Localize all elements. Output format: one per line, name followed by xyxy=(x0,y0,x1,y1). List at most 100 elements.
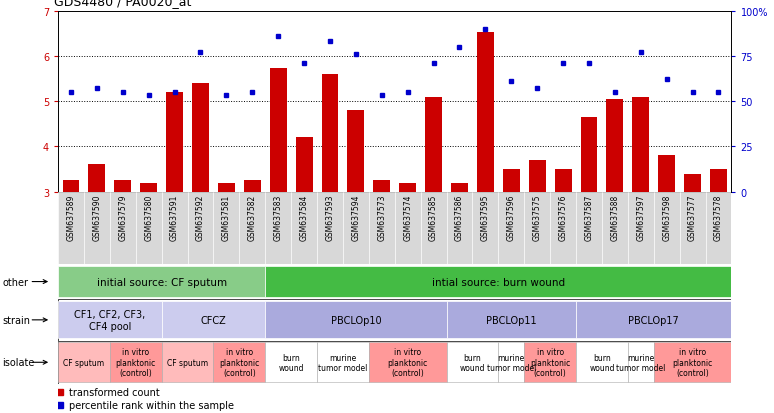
Text: GSM637583: GSM637583 xyxy=(274,194,283,240)
Text: PBCLOp11: PBCLOp11 xyxy=(486,315,536,325)
Bar xyxy=(58,266,265,298)
Text: GSM637593: GSM637593 xyxy=(326,194,334,241)
Text: strain: strain xyxy=(2,315,30,325)
Bar xyxy=(628,342,654,382)
Text: GSM637573: GSM637573 xyxy=(377,194,386,241)
Bar xyxy=(317,192,343,264)
Bar xyxy=(135,192,162,264)
Text: GSM637588: GSM637588 xyxy=(611,194,619,240)
Bar xyxy=(291,192,317,264)
Bar xyxy=(84,192,110,264)
Bar xyxy=(63,181,80,192)
Text: CF1, CF2, CF3,
CF4 pool: CF1, CF2, CF3, CF4 pool xyxy=(74,309,146,331)
Bar xyxy=(654,192,680,264)
Bar xyxy=(343,192,369,264)
Bar xyxy=(265,266,731,298)
Bar xyxy=(447,192,472,264)
Text: GSM637598: GSM637598 xyxy=(663,194,671,240)
Bar xyxy=(451,183,468,192)
Bar xyxy=(239,192,265,264)
Bar xyxy=(214,192,239,264)
Bar xyxy=(447,342,498,382)
Text: GSM637587: GSM637587 xyxy=(584,194,594,240)
Bar xyxy=(140,183,157,192)
Text: GDS4480 / PA0020_at: GDS4480 / PA0020_at xyxy=(54,0,191,8)
Bar xyxy=(214,342,265,382)
Bar xyxy=(265,342,317,382)
Text: in vitro
planktonic
(control): in vitro planktonic (control) xyxy=(219,348,259,377)
Bar xyxy=(317,342,369,382)
Text: GSM637591: GSM637591 xyxy=(170,194,179,240)
Text: GSM637584: GSM637584 xyxy=(300,194,309,240)
Text: GSM637597: GSM637597 xyxy=(636,194,646,241)
Bar xyxy=(580,118,598,192)
Bar xyxy=(576,192,602,264)
Bar xyxy=(369,192,395,264)
Bar xyxy=(576,301,731,339)
Bar xyxy=(555,170,571,192)
Bar xyxy=(658,156,675,192)
Bar xyxy=(529,161,546,192)
Bar xyxy=(684,174,701,192)
Bar xyxy=(632,98,649,192)
Bar xyxy=(607,100,623,192)
Text: isolate: isolate xyxy=(2,357,35,368)
Bar xyxy=(710,170,727,192)
Bar xyxy=(270,69,286,192)
Text: GSM637589: GSM637589 xyxy=(67,194,76,240)
Bar xyxy=(58,192,84,264)
Text: burn
wound: burn wound xyxy=(460,353,485,372)
Text: GSM637581: GSM637581 xyxy=(222,194,231,240)
Text: GSM637580: GSM637580 xyxy=(144,194,153,240)
Bar xyxy=(447,301,576,339)
Text: other: other xyxy=(2,277,29,287)
Text: GSM637578: GSM637578 xyxy=(714,194,723,240)
Bar xyxy=(162,301,265,339)
Bar xyxy=(425,98,442,192)
Text: initial source: CF sputum: initial source: CF sputum xyxy=(97,277,227,287)
Bar xyxy=(218,183,235,192)
Bar xyxy=(110,192,135,264)
Text: GSM637596: GSM637596 xyxy=(507,194,515,241)
Bar xyxy=(296,138,313,192)
Text: PBCLOp17: PBCLOp17 xyxy=(628,315,679,325)
Bar xyxy=(115,181,132,192)
Bar xyxy=(166,93,183,192)
Bar xyxy=(498,192,524,264)
Text: intial source: burn wound: intial source: burn wound xyxy=(432,277,565,287)
Text: burn
wound: burn wound xyxy=(279,353,304,372)
Bar xyxy=(58,301,162,339)
Bar xyxy=(680,192,706,264)
Bar xyxy=(265,301,447,339)
Bar xyxy=(399,183,416,192)
Bar xyxy=(88,165,105,192)
Bar xyxy=(628,192,654,264)
Bar xyxy=(498,342,524,382)
Bar xyxy=(576,342,628,382)
Text: in vitro
planktonic
(control): in vitro planktonic (control) xyxy=(388,348,428,377)
Text: CF sputum: CF sputum xyxy=(167,358,208,367)
Text: GSM637574: GSM637574 xyxy=(403,194,413,241)
Bar xyxy=(395,192,420,264)
Bar xyxy=(706,192,731,264)
Bar xyxy=(187,192,214,264)
Text: CF sputum: CF sputum xyxy=(63,358,104,367)
Bar xyxy=(162,192,187,264)
Bar xyxy=(110,342,162,382)
Text: murine
tumor model: murine tumor model xyxy=(318,353,368,372)
Text: PBCLOp10: PBCLOp10 xyxy=(330,315,382,325)
Bar xyxy=(265,192,291,264)
Bar xyxy=(420,192,447,264)
Text: GSM637576: GSM637576 xyxy=(559,194,567,241)
Text: GSM637594: GSM637594 xyxy=(351,194,361,241)
Bar xyxy=(477,33,494,192)
Text: GSM637590: GSM637590 xyxy=(92,194,101,241)
Text: murine
tumor model: murine tumor model xyxy=(616,353,666,372)
Text: GSM637592: GSM637592 xyxy=(196,194,205,240)
Bar xyxy=(58,342,110,382)
Bar xyxy=(524,342,576,382)
Text: GSM637579: GSM637579 xyxy=(118,194,127,241)
Bar xyxy=(321,75,338,192)
Bar xyxy=(602,192,628,264)
Bar xyxy=(192,84,209,192)
